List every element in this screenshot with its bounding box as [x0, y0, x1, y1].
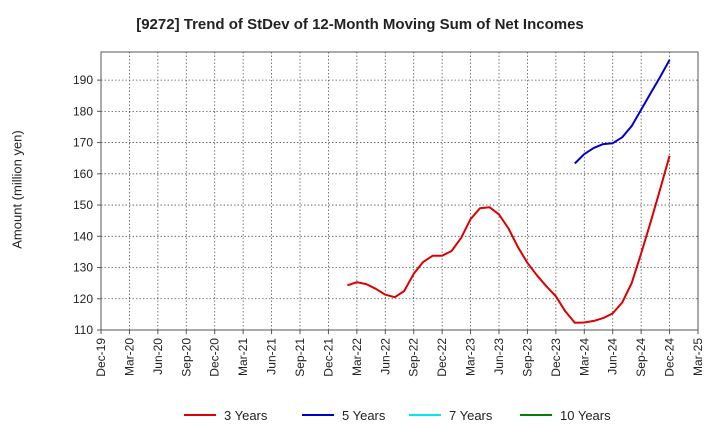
x-tick-label: Sep-23	[520, 338, 534, 377]
y-tick-label: 120	[73, 292, 93, 306]
x-tick-label: Dec-22	[435, 338, 449, 377]
series-lines	[347, 59, 671, 324]
legend-label: 3 Years	[224, 408, 268, 423]
y-tick-label: 180	[73, 104, 93, 118]
x-tick-label: Dec-19	[94, 338, 108, 377]
plot-frame	[100, 51, 699, 331]
x-tick-label: Jun-21	[265, 338, 279, 375]
legend-label: 5 Years	[342, 408, 386, 423]
x-tick-label: Dec-24	[663, 338, 677, 377]
x-tick-label: Dec-21	[321, 338, 335, 377]
y-tick-label: 170	[73, 136, 93, 150]
series-line-5-years	[574, 59, 671, 165]
x-tick-label: Dec-23	[549, 338, 563, 377]
y-tick-label: 190	[73, 73, 93, 87]
x-tick-label: Sep-21	[293, 338, 307, 377]
axis-ticks: Dec-19 Mar-20 Jun-20 Sep-20 Dec-20 Mar-21 Jun-…	[73, 73, 705, 377]
legend-label: 10 Years	[560, 408, 611, 423]
x-tick-label: Mar-23	[464, 338, 478, 376]
legend-label: 7 Years	[449, 408, 493, 423]
x-tick-label: Mar-21	[236, 338, 250, 376]
x-tick-label: Jun-24	[606, 338, 620, 375]
y-tick-label: 140	[73, 229, 93, 243]
x-tick-label: Mar-22	[350, 338, 364, 376]
y-tick-label: 110	[74, 323, 93, 337]
x-tick-label: Sep-20	[179, 338, 193, 377]
x-tick-label: Jun-20	[151, 338, 165, 375]
y-tick-label: 130	[73, 261, 93, 275]
y-tick-label: 150	[73, 198, 93, 212]
x-tick-label: Mar-24	[577, 338, 591, 376]
chart-title: [9272] Trend of StDev of 12-Month Moving…	[136, 16, 584, 33]
x-tick-label: Jun-22	[378, 338, 392, 375]
x-tick-label: Jun-23	[492, 338, 506, 375]
x-tick-label: Mar-20	[122, 338, 136, 376]
y-tick-label: 160	[73, 167, 93, 181]
x-tick-label: Mar-25	[691, 338, 705, 376]
x-tick-label: Dec-20	[208, 338, 222, 377]
x-tick-label: Sep-22	[407, 338, 421, 377]
grid-lines	[100, 52, 699, 331]
x-tick-label: Sep-24	[634, 338, 648, 377]
series-line-3-years	[347, 155, 671, 324]
legend: 3 Years 5 Years 7 Years 10 Years	[184, 408, 611, 423]
